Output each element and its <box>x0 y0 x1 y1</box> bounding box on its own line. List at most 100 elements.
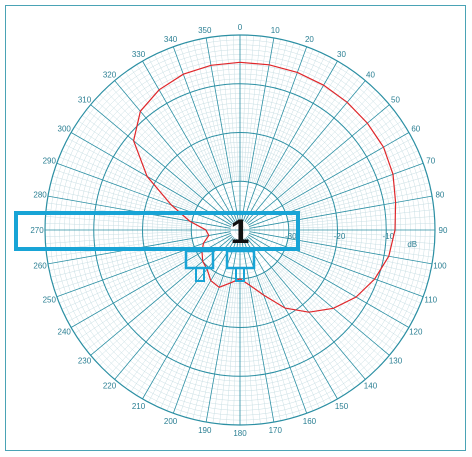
minor-spoke <box>59 156 195 212</box>
angle-label: 80 <box>435 191 444 200</box>
minor-spoke <box>104 89 207 196</box>
minor-spoke <box>261 54 326 187</box>
angle-label: 260 <box>33 261 47 270</box>
major-spoke <box>249 162 424 228</box>
minor-spoke <box>272 84 371 194</box>
minor-spoke <box>212 36 234 182</box>
minor-spoke <box>285 248 421 304</box>
minor-spoke <box>259 51 320 186</box>
major-spoke <box>70 132 232 226</box>
minor-spoke <box>280 120 402 203</box>
angle-label: 40 <box>366 70 375 79</box>
angle-label: 250 <box>43 295 57 304</box>
minor-spoke <box>288 216 435 227</box>
minor-spoke <box>125 72 212 191</box>
minor-spoke <box>99 263 206 366</box>
minor-spoke <box>281 255 406 334</box>
minor-spoke <box>286 243 428 284</box>
minor-spoke <box>226 35 237 182</box>
major-spoke <box>245 237 366 380</box>
minor-spoke <box>265 64 344 189</box>
minor-spoke <box>288 236 434 258</box>
major-spoke <box>114 80 235 223</box>
minor-spoke <box>94 262 204 361</box>
minor-spoke <box>160 274 221 409</box>
minor-spoke <box>59 248 195 304</box>
minor-spoke <box>74 126 199 205</box>
minor-spoke <box>109 266 208 376</box>
major-spoke <box>114 237 235 380</box>
minor-spoke <box>232 278 239 425</box>
major-spoke <box>172 46 238 221</box>
minor-spoke <box>148 57 218 188</box>
highlight-tab <box>235 267 245 282</box>
minor-spoke <box>249 39 281 183</box>
minor-spoke <box>283 144 416 209</box>
minor-spoke <box>251 40 288 183</box>
angle-label: 210 <box>132 402 146 411</box>
major-spoke <box>249 231 433 265</box>
minor-spoke <box>241 35 248 182</box>
minor-spoke <box>273 264 376 371</box>
minor-spoke <box>267 270 350 392</box>
angle-label: 330 <box>132 50 146 59</box>
minor-spoke <box>244 278 261 424</box>
minor-spoke <box>276 262 386 361</box>
angle-label: 30 <box>337 50 346 59</box>
minor-spoke <box>49 239 193 271</box>
minor-spoke <box>249 277 281 421</box>
minor-spoke <box>82 115 201 202</box>
minor-spoke <box>280 257 402 340</box>
minor-spoke <box>82 258 201 345</box>
minor-spoke <box>243 35 254 182</box>
major-spoke <box>142 238 236 400</box>
minor-spoke <box>179 276 226 416</box>
angle-label: 170 <box>269 426 283 435</box>
minor-spoke <box>246 36 268 182</box>
minor-spoke <box>46 236 192 258</box>
angle-label: 280 <box>33 191 47 200</box>
minor-spoke <box>212 278 234 424</box>
minor-spoke <box>284 249 419 310</box>
highlight-band <box>14 211 300 251</box>
minor-spoke <box>286 176 428 217</box>
angle-label: 300 <box>58 125 72 134</box>
minor-spoke <box>251 277 288 420</box>
angle-label: 100 <box>433 261 447 270</box>
minor-spoke <box>199 277 231 421</box>
minor-spoke <box>64 251 197 316</box>
minor-spoke <box>287 241 430 278</box>
angle-label: 320 <box>103 70 117 79</box>
minor-spoke <box>268 72 355 191</box>
angle-label: 290 <box>43 157 57 166</box>
minor-spoke <box>160 51 221 186</box>
angle-label: 240 <box>58 328 72 337</box>
angle-label: 90 <box>439 226 448 235</box>
minor-spoke <box>136 64 215 189</box>
major-spoke <box>248 132 410 226</box>
angle-label: 50 <box>391 96 400 105</box>
angle-label: 10 <box>271 26 280 35</box>
minor-spoke <box>186 42 227 184</box>
minor-spoke <box>130 68 213 190</box>
minor-spoke <box>288 209 434 226</box>
major-spoke <box>249 232 424 298</box>
major-spoke <box>205 37 239 221</box>
minor-spoke <box>154 273 219 406</box>
angle-label: 60 <box>411 125 420 134</box>
major-spoke <box>242 46 308 221</box>
minor-spoke <box>267 68 350 190</box>
minor-spoke <box>78 120 200 203</box>
minor-spoke <box>282 138 413 208</box>
radial-unit-label: dB <box>407 240 417 249</box>
minor-spoke <box>148 272 218 403</box>
minor-spoke <box>45 222 192 229</box>
minor-spoke <box>288 233 435 244</box>
minor-spoke <box>282 252 413 322</box>
angle-label: 350 <box>198 26 212 35</box>
angle-label: 340 <box>164 35 178 44</box>
minor-spoke <box>279 115 398 202</box>
minor-spoke <box>232 35 239 182</box>
minor-spoke <box>64 144 197 209</box>
minor-spoke <box>186 276 227 418</box>
